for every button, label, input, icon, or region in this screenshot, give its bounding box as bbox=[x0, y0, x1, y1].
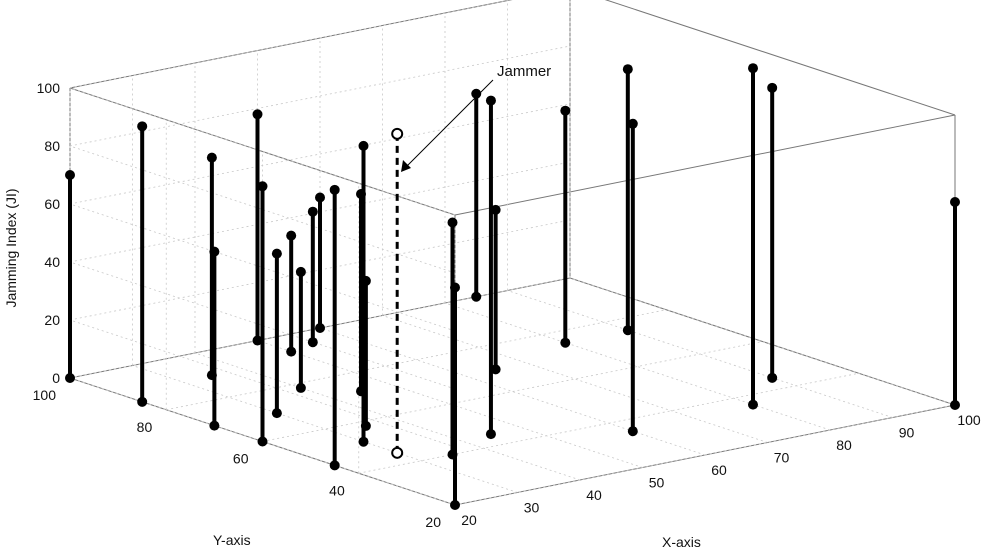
stem-base-marker bbox=[307, 337, 318, 348]
stem-top-marker bbox=[307, 206, 318, 217]
x-tick-label: 60 bbox=[711, 462, 727, 478]
stem-base-marker bbox=[315, 323, 325, 333]
stem-top-marker bbox=[748, 63, 758, 74]
stem-top-marker bbox=[65, 170, 75, 180]
z-grid-back bbox=[69, 103, 571, 205]
box-edge bbox=[604, 0, 956, 116]
annotation-label: Jammer bbox=[497, 63, 551, 80]
stem-top-marker bbox=[490, 204, 501, 215]
data-stems bbox=[65, 63, 960, 510]
stem-top-marker bbox=[271, 248, 282, 259]
y-tick-label: 100 bbox=[33, 387, 57, 403]
stem-top-marker bbox=[257, 181, 268, 192]
stem-top-marker bbox=[360, 275, 371, 286]
box-edge bbox=[69, 87, 456, 216]
stem-top-marker bbox=[950, 197, 960, 207]
tick-labels: 2030405060708090100204060801000204060801… bbox=[33, 80, 981, 530]
stem-base-marker bbox=[560, 337, 571, 348]
stem-top-marker bbox=[447, 217, 458, 228]
z-grid-back bbox=[69, 0, 513, 89]
stem-top-marker bbox=[471, 88, 482, 99]
stem-base-marker bbox=[622, 325, 633, 336]
z-tick-label: 100 bbox=[37, 80, 61, 96]
x-grid-floor bbox=[319, 327, 706, 456]
jammer-annotation: Jammer bbox=[401, 63, 551, 172]
stem-base-marker bbox=[209, 420, 220, 431]
stem-top-marker bbox=[295, 266, 306, 277]
stem-top-marker bbox=[627, 118, 638, 129]
stem-top-marker bbox=[329, 184, 340, 195]
z-tick-label: 80 bbox=[44, 138, 60, 154]
x-tick-label: 20 bbox=[461, 512, 477, 528]
stem-top-marker bbox=[252, 109, 263, 120]
stem-base-marker bbox=[450, 500, 460, 510]
annotation-arrow bbox=[402, 79, 494, 171]
box-edge bbox=[69, 0, 513, 89]
stem-top-marker bbox=[315, 192, 325, 203]
y-axis-title: Y-axis bbox=[213, 532, 251, 548]
y-tick-label: 60 bbox=[233, 451, 249, 467]
stem-base-marker bbox=[257, 436, 268, 447]
stem-base-marker bbox=[950, 400, 960, 410]
x-tick-label: 90 bbox=[899, 425, 915, 441]
x-grid-floor bbox=[382, 315, 768, 443]
stem-top-marker bbox=[358, 140, 369, 151]
stem-top-marker bbox=[286, 230, 297, 241]
x-grid-floor bbox=[132, 365, 518, 493]
z-tick-label: 20 bbox=[44, 312, 60, 328]
x-grid-floor bbox=[194, 352, 581, 481]
stem-base-marker bbox=[471, 291, 482, 302]
stem-base-marker bbox=[490, 364, 501, 375]
jammer-top-marker bbox=[391, 127, 404, 140]
stem-base-marker bbox=[358, 436, 369, 447]
x-tick-label: 100 bbox=[957, 412, 981, 428]
stem-base-marker bbox=[485, 429, 496, 440]
stem-base-marker bbox=[360, 420, 371, 431]
x-tick-label: 70 bbox=[774, 450, 790, 466]
stem-top-marker bbox=[485, 95, 496, 106]
box-edge bbox=[454, 114, 956, 216]
y-grid-floor bbox=[262, 341, 763, 442]
stem-base-marker bbox=[627, 426, 638, 437]
z-tick-label: 40 bbox=[44, 254, 60, 270]
jammer-base-marker bbox=[391, 446, 404, 459]
stem-base-marker bbox=[767, 372, 778, 383]
x-tick-label: 50 bbox=[649, 475, 665, 491]
stem-base-marker bbox=[447, 449, 458, 460]
z-tick-label: 0 bbox=[52, 370, 60, 386]
stem-base-marker bbox=[252, 335, 263, 346]
stem-base-marker bbox=[271, 408, 282, 419]
stem-top-marker bbox=[356, 189, 366, 199]
stem-top-marker bbox=[137, 121, 148, 132]
x-tick-label: 30 bbox=[524, 500, 540, 516]
stem-top-marker bbox=[622, 64, 633, 75]
stem-base-marker bbox=[65, 373, 75, 383]
stem-base-marker bbox=[295, 382, 306, 393]
y-tick-label: 20 bbox=[425, 514, 441, 530]
z-axis-title: Jamming Index (JI) bbox=[3, 188, 19, 307]
stem-base-marker bbox=[137, 396, 148, 407]
stem-base-marker bbox=[286, 346, 297, 357]
stem-top-marker bbox=[560, 105, 571, 116]
y-tick-label: 40 bbox=[329, 482, 345, 498]
stem-top-marker bbox=[767, 82, 778, 93]
z-tick-label: 60 bbox=[44, 196, 60, 212]
stem-base-marker bbox=[329, 460, 340, 471]
stem-base-marker bbox=[748, 399, 758, 410]
y-grid-floor bbox=[166, 309, 667, 411]
x-tick-label: 80 bbox=[836, 437, 852, 453]
x-tick-label: 40 bbox=[586, 487, 602, 503]
stem-base-marker bbox=[356, 386, 366, 397]
y-tick-label: 80 bbox=[137, 419, 153, 435]
x-axis-title: X-axis bbox=[662, 534, 701, 550]
stem-top-marker bbox=[206, 152, 217, 163]
stem-base-marker bbox=[206, 370, 217, 381]
arrow-head-icon bbox=[401, 160, 411, 172]
